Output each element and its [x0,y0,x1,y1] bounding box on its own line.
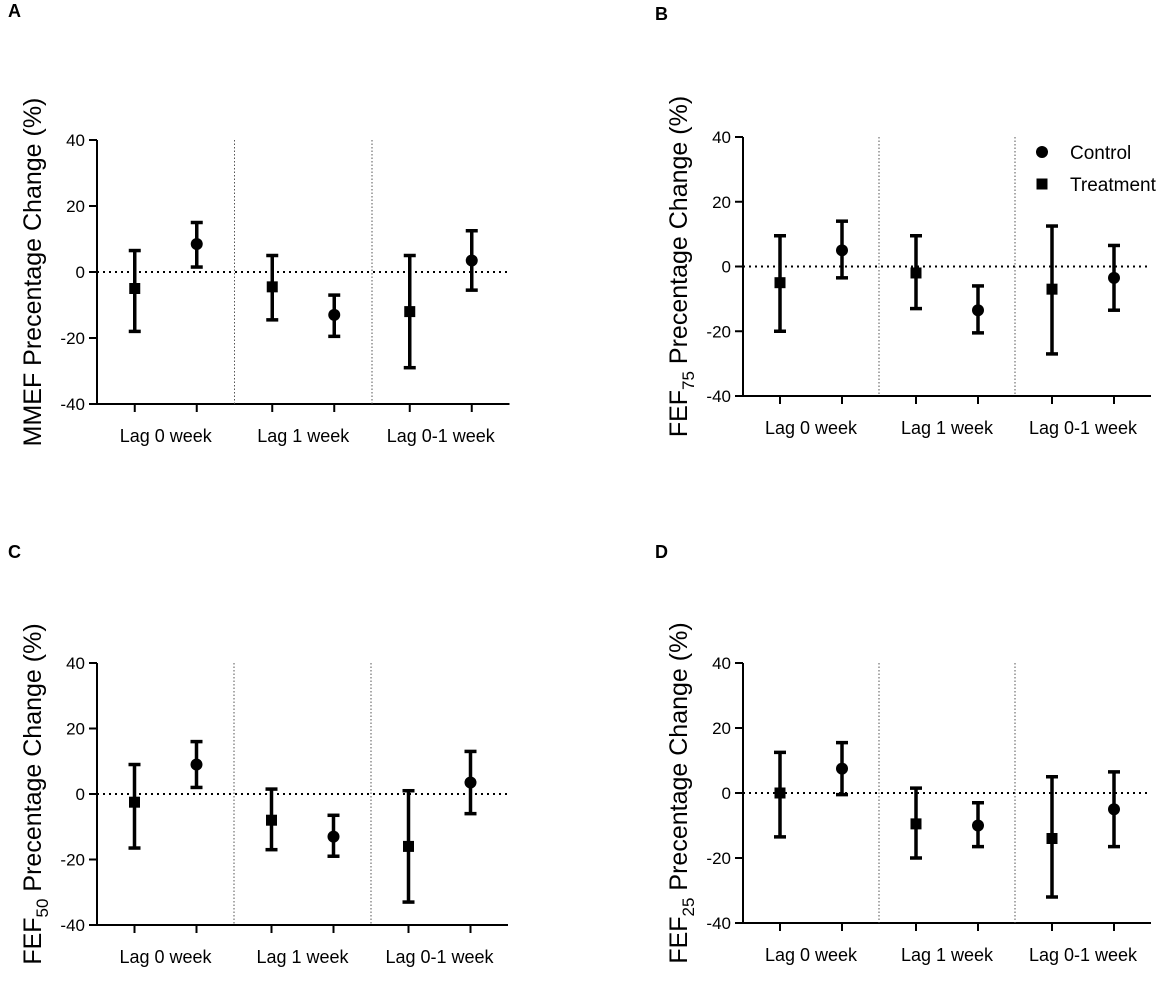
y-tick-label: -40 [60,916,85,935]
treatment-marker [266,281,278,293]
control-marker [1108,271,1120,284]
control-marker [836,244,848,257]
y-tick-label: 0 [76,785,85,804]
control-marker [1108,803,1120,816]
treatment-marker [910,267,922,279]
y-tick-label: 40 [712,654,731,673]
y-tick-label: 20 [66,720,85,739]
panel-letter: B [655,4,668,24]
y-tick-label: -40 [706,914,731,933]
x-category-label: Lag 0-1 week [387,426,496,446]
y-tick-label: 20 [712,193,731,212]
x-category-label: Lag 1 week [257,426,350,446]
y-tick-label: 0 [76,263,85,282]
control-marker [465,254,478,267]
control-marker [190,237,203,250]
treatment-marker [403,840,414,852]
x-category-label: Lag 0 week [765,945,858,965]
treatment-marker [774,277,786,289]
x-category-label: Lag 1 week [901,945,994,965]
control-marker [190,758,203,771]
panel-a: A 40 20 0 -20 -40 Lag 0 week Lag 1 week Lag 0-1 … [8,1,510,446]
y-axis-label: FEF25 Precentage Change (%) [665,622,698,963]
treatment-marker [266,814,277,826]
treatment-marker [129,283,141,294]
y-tick-label: 0 [722,784,731,803]
treatment-marker [404,306,416,318]
y-tick-label: -40 [706,387,731,406]
treatment-marker [1046,283,1058,295]
control-marker [972,304,984,317]
legend: Control Treatment [1036,143,1157,196]
panel-c: C 40 20 0 -20 -40 Lag 0 week Lag 1 week Lag 0-1 … [8,542,508,967]
y-tick-label: 0 [722,258,731,277]
y-tick-label: -20 [60,851,85,870]
treatment-marker [910,818,922,830]
x-category-label: Lag 1 week [901,418,994,438]
x-category-label: Lag 0 week [119,947,212,967]
treatment-marker [129,796,140,808]
x-category-label: Lag 1 week [256,947,349,967]
control-marker [972,819,984,832]
y-tick-label: -20 [60,329,85,348]
y-tick-label: 20 [712,719,731,738]
legend-control-marker [1036,146,1048,158]
y-axis-label: MMEF Precentage Change (%) [19,98,47,447]
y-tick-label: 40 [66,131,85,150]
y-tick-label: -20 [706,849,731,868]
x-category-label: Lag 0-1 week [385,947,494,967]
y-tick-label: 40 [712,128,731,147]
treatment-marker [1046,833,1058,844]
y-tick-label: 20 [66,197,85,216]
control-marker [328,308,341,321]
y-tick-label: -40 [60,395,85,414]
x-category-label: Lag 0-1 week [1029,945,1138,965]
y-axis-label: FEF75 Precentage Change (%) [665,96,698,437]
x-category-label: Lag 0 week [120,426,213,446]
legend-treatment-marker [1036,178,1048,190]
panel-letter: C [8,542,21,562]
panel-b: B 40 20 0 -20 -40 Lag 0 week Lag 1 week Lag 0-1 … [655,4,1157,438]
control-marker [836,762,848,775]
y-axis-label: FEF50 Precentage Change (%) [19,623,52,964]
panel-letter: D [655,542,668,562]
control-marker [327,830,340,843]
panel-letter: A [8,1,21,21]
panel-d: D 40 20 0 -20 -40 Lag 0 week Lag 1 week Lag 0-1 … [655,542,1151,965]
y-tick-label: -20 [706,322,731,341]
legend-label: Control [1070,143,1131,164]
legend-label: Treatment [1070,175,1157,196]
x-category-label: Lag 0 week [765,418,858,438]
treatment-marker [774,787,786,799]
control-marker [464,776,477,789]
x-category-label: Lag 0-1 week [1029,418,1138,438]
y-tick-label: 40 [66,654,85,673]
